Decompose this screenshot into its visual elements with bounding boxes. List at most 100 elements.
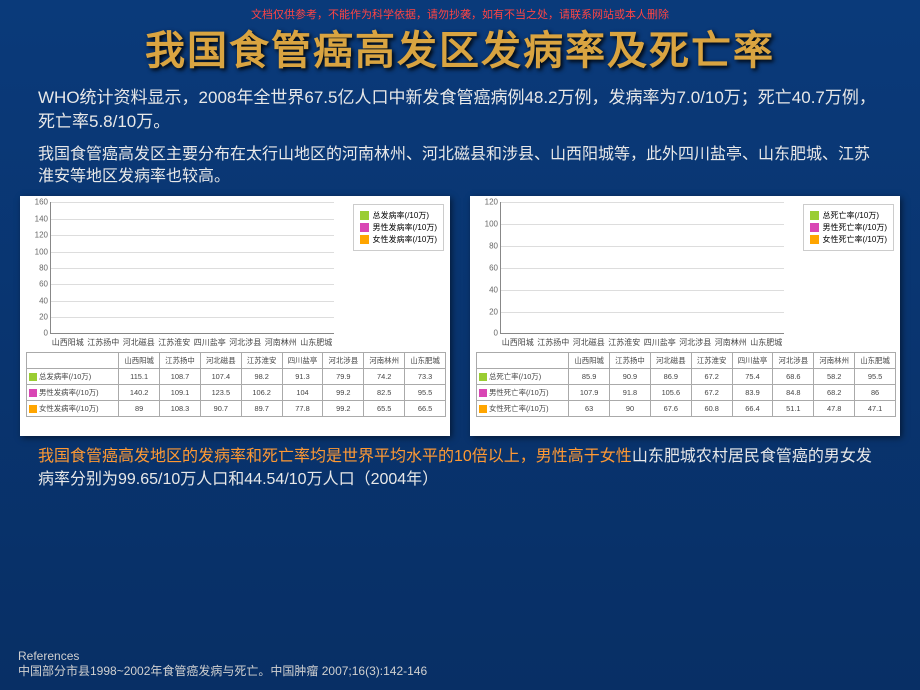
y-axis-label: 40 [489,285,501,294]
legend-swatch [360,211,369,220]
legend-swatch [360,235,369,244]
x-axis: 山西阳城江苏扬中河北磁县江苏淮安四川盐亭河北涉县河南林州山东肥城 [500,337,784,348]
table-cell [27,353,119,369]
table-cell: 84.8 [773,385,814,401]
table-cell: 65.5 [364,401,405,417]
table-cell: 66.4 [732,401,773,417]
row-swatch [479,389,487,397]
table-cell: 105.6 [650,385,691,401]
legend-item: 总发病率(/10万) [360,210,437,221]
table-header-cell: 四川盐亭 [282,353,323,369]
y-axis-label: 20 [489,307,501,316]
table-cell: 67.2 [691,369,732,385]
y-axis-label: 40 [39,296,51,305]
row-swatch [479,373,487,381]
table-header-cell: 河南林州 [814,353,855,369]
table-cell [477,353,569,369]
table-cell: 91.8 [610,385,651,401]
legend-item: 女性死亡率(/10万) [810,234,887,245]
chart-data-table: 山西阳城江苏扬中河北磁县江苏淮安四川盐亭河北涉县河南林州山东肥城总发病率(/10… [26,352,446,417]
table-cell: 86 [855,385,896,401]
table-cell: 89 [119,401,160,417]
legend-item: 男性死亡率(/10万) [810,222,887,233]
y-axis-label: 60 [489,263,501,272]
table-cell: 115.1 [119,369,160,385]
x-category-label: 山西阳城 [502,337,534,348]
table-cell: 108.3 [160,401,201,417]
table-cell: 47.1 [855,401,896,417]
table-row: 总发病率(/10万)115.1108.7107.498.291.379.974.… [27,369,446,385]
table-cell: 67.6 [650,401,691,417]
table-cell: 98.2 [241,369,282,385]
x-category-label: 河南林州 [265,337,297,348]
chart-legend: 总发病率(/10万)男性发病率(/10万)女性发病率(/10万) [353,204,444,251]
table-cell: 75.4 [732,369,773,385]
row-swatch [29,389,37,397]
table-cell: 99.2 [323,385,364,401]
chart-legend: 总死亡率(/10万)男性死亡率(/10万)女性死亡率(/10万) [803,204,894,251]
row-swatch [29,405,37,413]
x-category-label: 山西阳城 [52,337,84,348]
x-category-label: 河北磁县 [573,337,605,348]
table-cell: 83.9 [732,385,773,401]
table-cell: 107.9 [569,385,610,401]
y-axis-label: 0 [44,329,51,338]
table-header-cell: 山西阳城 [569,353,610,369]
table-header-cell: 河北涉县 [323,353,364,369]
y-axis-label: 140 [35,214,51,223]
table-header-row: 山西阳城江苏扬中河北磁县江苏淮安四川盐亭河北涉县河南林州山东肥城 [477,353,896,369]
table-cell: 104 [282,385,323,401]
table-cell: 90.9 [610,369,651,385]
y-axis-label: 160 [35,198,51,207]
references-block: References 中国部分市县1998~2002年食管癌发病与死亡。中国肿瘤… [18,649,427,680]
y-axis-label: 120 [35,231,51,240]
table-cell: 67.2 [691,385,732,401]
table-header-cell: 江苏淮安 [691,353,732,369]
table-cell: 89.7 [241,401,282,417]
x-category-label: 山东肥城 [750,337,782,348]
x-category-label: 江苏扬中 [537,337,569,348]
regions-paragraph: 我国食管癌高发区主要分布在太行山地区的河南林州、河北磁县和涉县、山西阳城等，此外… [38,144,882,189]
table-cell: 85.9 [569,369,610,385]
table-cell: 68.6 [773,369,814,385]
who-paragraph: WHO统计资料显示，2008年全世界67.5亿人口中新发食管癌病例48.2万例，… [38,86,882,134]
legend-label: 女性死亡率(/10万) [823,234,887,245]
incidence-chart: 020406080100120140160山西阳城江苏扬中河北磁县江苏淮安四川盐… [20,196,450,436]
legend-item: 总死亡率(/10万) [810,210,887,221]
legend-swatch [810,211,819,220]
plot-area: 020406080100120 [500,202,784,334]
legend-label: 总死亡率(/10万) [823,210,879,221]
table-header-cell: 河北磁县 [650,353,691,369]
table-cell: 74.2 [364,369,405,385]
table-row-label: 男性发病率(/10万) [27,385,119,401]
bars [51,202,334,333]
table-cell: 66.5 [405,401,446,417]
page-title: 我国食管癌高发区发病率及死亡率 [0,18,920,76]
table-cell: 109.1 [160,385,201,401]
table-cell: 108.7 [160,369,201,385]
table-header-cell: 山东肥城 [855,353,896,369]
references-heading: References [18,649,427,665]
table-cell: 82.5 [364,385,405,401]
table-cell: 107.4 [200,369,241,385]
y-axis-label: 20 [39,313,51,322]
x-axis: 山西阳城江苏扬中河北磁县江苏淮安四川盐亭河北涉县河南林州山东肥城 [50,337,334,348]
y-axis-label: 80 [39,263,51,272]
table-header-cell: 河北涉县 [773,353,814,369]
table-header-cell: 四川盐亭 [732,353,773,369]
table-header-cell: 江苏扬中 [160,353,201,369]
table-cell: 73.3 [405,369,446,385]
x-category-label: 江苏扬中 [87,337,119,348]
table-cell: 95.5 [405,385,446,401]
bars [501,202,784,333]
table-row-label: 总发病率(/10万) [27,369,119,385]
charts-row: 020406080100120140160山西阳城江苏扬中河北磁县江苏淮安四川盐… [20,196,900,436]
y-axis-label: 100 [485,220,501,229]
table-cell: 63 [569,401,610,417]
table-row: 总死亡率(/10万)85.990.986.967.275.468.658.295… [477,369,896,385]
table-row-label: 女性发病率(/10万) [27,401,119,417]
legend-label: 男性发病率(/10万) [373,222,437,233]
x-category-label: 四川盐亭 [194,337,226,348]
table-header-cell: 河北磁县 [200,353,241,369]
table-cell: 91.3 [282,369,323,385]
